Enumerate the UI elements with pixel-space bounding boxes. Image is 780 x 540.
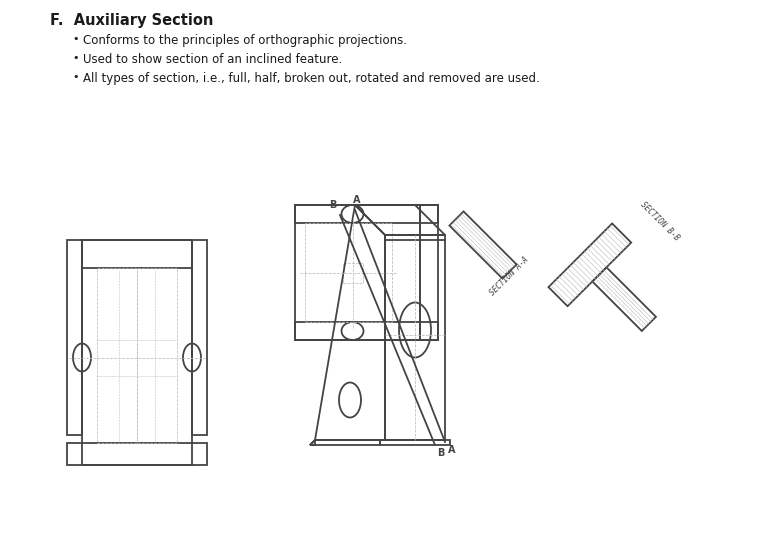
Text: F.  Auxiliary Section: F. Auxiliary Section (50, 13, 214, 28)
Text: A: A (353, 195, 360, 205)
Text: Used to show section of an inclined feature.: Used to show section of an inclined feat… (83, 53, 342, 66)
Text: SECTION A-A: SECTION A-A (488, 255, 530, 297)
Text: Conforms to the principles of orthographic projections.: Conforms to the principles of orthograph… (83, 34, 407, 47)
Text: SECTION B-B: SECTION B-B (638, 200, 681, 242)
Text: All types of section, i.e., full, half, broken out, rotated and removed are used: All types of section, i.e., full, half, … (83, 72, 540, 85)
Text: •: • (72, 34, 79, 44)
Text: B: B (437, 448, 445, 458)
Text: •: • (72, 53, 79, 63)
Text: •: • (72, 72, 79, 82)
Text: B: B (328, 200, 336, 210)
Text: A: A (448, 445, 456, 455)
